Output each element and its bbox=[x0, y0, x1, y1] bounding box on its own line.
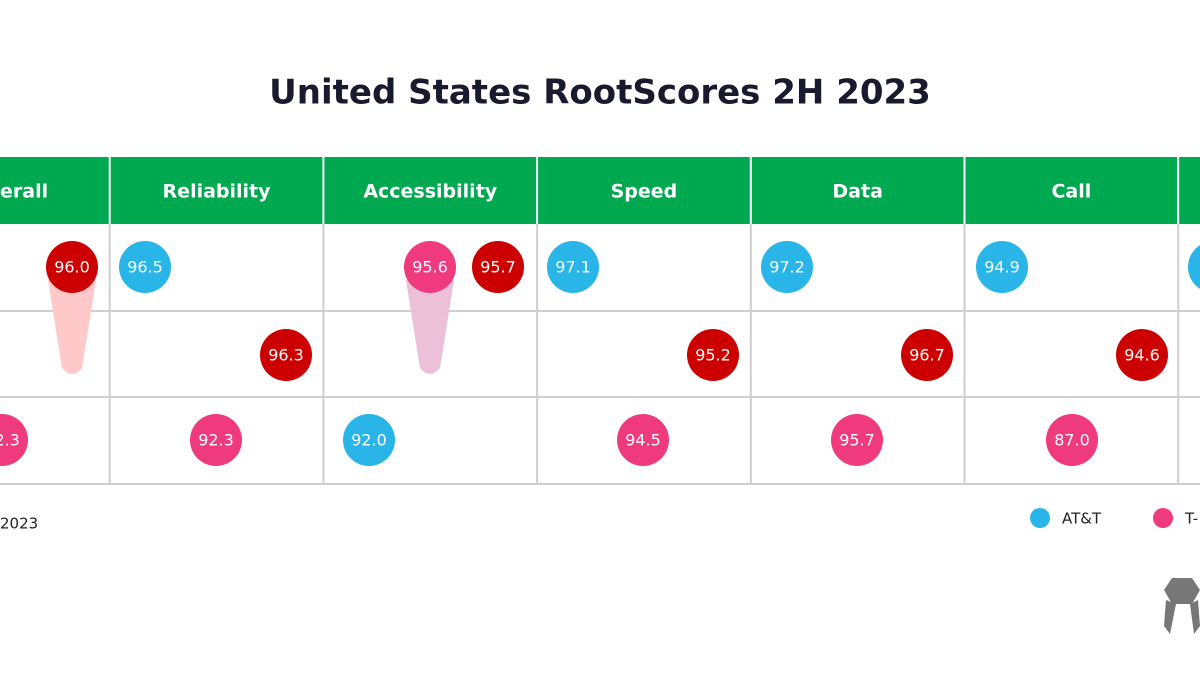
score-label: 97.1 bbox=[555, 258, 591, 277]
score-label: 95.7 bbox=[480, 258, 516, 277]
score-label: 96.7 bbox=[909, 346, 945, 365]
score-dot bbox=[617, 414, 669, 466]
score-label: 96.5 bbox=[127, 258, 163, 277]
tie-tether bbox=[48, 280, 96, 374]
score-dot bbox=[46, 241, 98, 293]
chart-title: United States RootScores 2H 2023 bbox=[269, 73, 931, 113]
score-label: 95.7 bbox=[839, 431, 875, 450]
column-header: Data bbox=[832, 181, 883, 203]
score-label: 97.2 bbox=[769, 258, 805, 277]
score-dot bbox=[1046, 414, 1098, 466]
legend-swatch bbox=[1153, 508, 1173, 528]
score-label: 92.3 bbox=[198, 431, 234, 450]
score-label: 96.0 bbox=[54, 258, 90, 277]
score-dot bbox=[687, 329, 739, 381]
score-dot bbox=[343, 414, 395, 466]
legend-label: AT&T bbox=[1062, 510, 1102, 528]
score-label: 92.0 bbox=[351, 431, 387, 450]
column-header: erall bbox=[0, 181, 48, 203]
score-label: 95.6 bbox=[412, 258, 448, 277]
score-dot bbox=[404, 241, 456, 293]
grid bbox=[0, 310, 1200, 485]
score-label: 96.3 bbox=[268, 346, 304, 365]
legend-label: T- bbox=[1184, 510, 1198, 528]
column-header: Reliability bbox=[163, 181, 272, 203]
score-dot bbox=[0, 414, 28, 466]
score-dot bbox=[1116, 329, 1168, 381]
tie-tether bbox=[406, 280, 454, 374]
score-dot bbox=[901, 329, 953, 381]
score-dot bbox=[831, 414, 883, 466]
score-label: 94.9 bbox=[984, 258, 1020, 277]
score-dot bbox=[547, 241, 599, 293]
column-header: Call bbox=[1051, 181, 1091, 203]
score-label: 92.3 bbox=[0, 431, 20, 450]
footnote: 2023 bbox=[0, 515, 38, 533]
column-header: Accessibility bbox=[363, 181, 497, 203]
score-dot bbox=[976, 241, 1028, 293]
cropped-dot bbox=[1188, 245, 1200, 289]
score-dot bbox=[761, 241, 813, 293]
legend-swatch bbox=[1030, 508, 1050, 528]
column-header: Speed bbox=[611, 181, 678, 203]
score-dot bbox=[472, 241, 524, 293]
score-dot bbox=[119, 241, 171, 293]
score-label: 94.5 bbox=[625, 431, 661, 450]
score-dot bbox=[260, 329, 312, 381]
score-label: 94.6 bbox=[1124, 346, 1160, 365]
score-label: 87.0 bbox=[1054, 431, 1090, 450]
header-band bbox=[0, 157, 1200, 224]
score-label: 95.2 bbox=[695, 346, 731, 365]
score-dot bbox=[190, 414, 242, 466]
medal-icon bbox=[1164, 578, 1200, 634]
